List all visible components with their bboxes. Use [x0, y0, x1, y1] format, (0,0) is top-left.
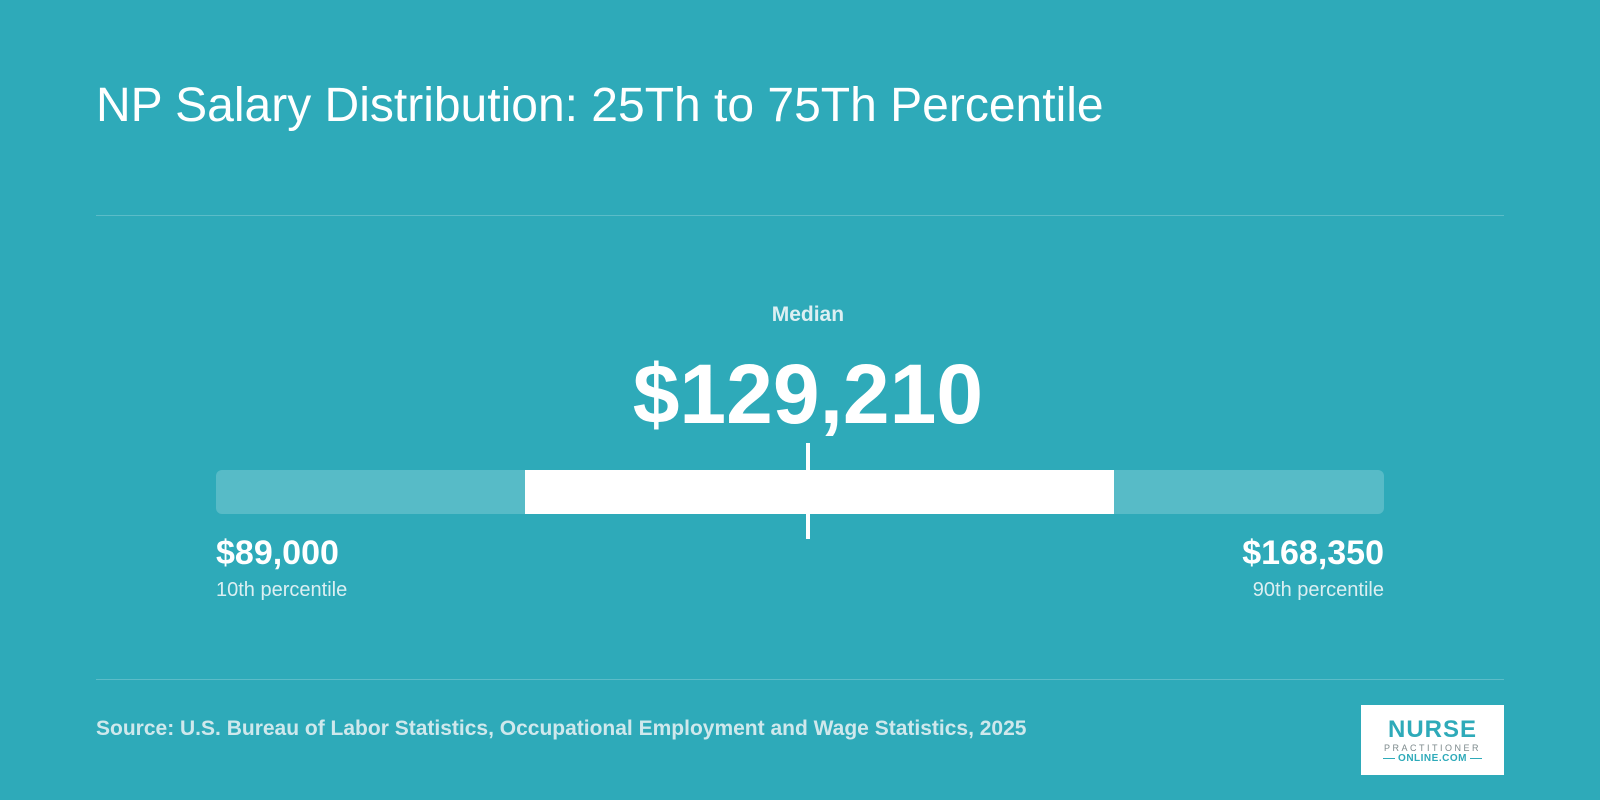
logo-text-nurse: NURSE [1387, 716, 1477, 743]
high-value: $168,350 [1242, 534, 1384, 572]
source-note: Source: U.S. Bureau of Labor Statistics,… [96, 717, 1027, 740]
interquartile-range-bar [525, 470, 1114, 514]
median-value: $129,210 [632, 347, 984, 441]
low-value: $89,000 [216, 534, 339, 572]
logo-text-online: ONLINE.COM [1361, 753, 1504, 765]
bottom-divider [96, 679, 1504, 680]
salary-range-track [216, 443, 1384, 539]
brand-logo: NURSE PRACTITIONER ONLINE.COM [1361, 705, 1504, 775]
chart-title: NP Salary Distribution: 25Th to 75Th Per… [96, 79, 1104, 132]
top-divider [96, 215, 1504, 216]
median-marker [805, 443, 810, 539]
logo-text-practitioner: PRACTITIONER [1383, 743, 1481, 753]
low-percentile-label: 10th percentile [216, 579, 348, 601]
median-label: Median [771, 303, 845, 326]
high-percentile-label: 90th percentile [1252, 579, 1384, 601]
